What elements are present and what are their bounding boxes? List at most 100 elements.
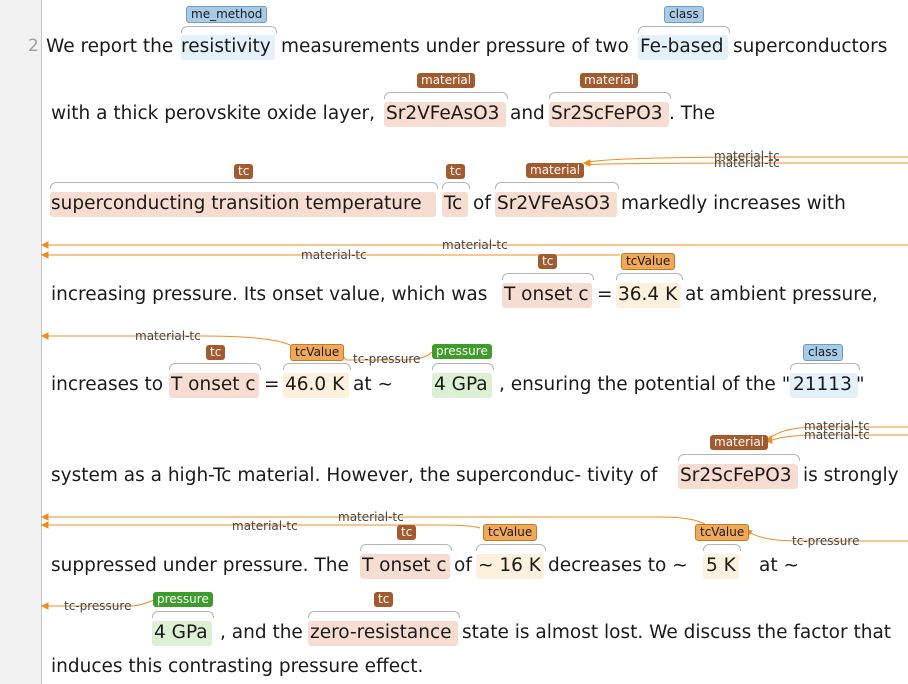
relation-label: material-tc xyxy=(804,428,870,442)
relation-label: material-tc xyxy=(232,519,298,533)
span-highlight xyxy=(502,283,592,308)
entity-label-tc[interactable]: tc xyxy=(538,254,558,269)
entity-label-tc[interactable]: tc xyxy=(374,592,394,607)
text-token: superconductors xyxy=(733,36,888,57)
span-highlight xyxy=(152,621,212,646)
text-token: with a thick perovskite oxide layer, xyxy=(51,103,375,124)
entity-label-class[interactable]: class xyxy=(664,6,704,23)
entity-span[interactable]: ∼ 16 K xyxy=(478,555,541,576)
entity-span[interactable]: zero-resistance xyxy=(310,622,452,643)
span-brace xyxy=(502,273,594,280)
relation-label: material-tc xyxy=(135,329,201,343)
span-highlight xyxy=(678,464,798,489)
span-brace xyxy=(790,363,860,370)
span-highlight xyxy=(442,192,468,217)
entity-span[interactable]: 4 GPa xyxy=(434,374,488,395)
span-highlight xyxy=(495,192,617,217)
entity-span[interactable]: superconducting transition temperature xyxy=(51,193,422,214)
text-token: at ∼ xyxy=(759,555,799,576)
entity-span[interactable]: 46.0 K xyxy=(285,374,345,395)
span-highlight xyxy=(308,621,458,646)
text-token: state is almost lost. We discuss the fac… xyxy=(462,622,892,643)
entity-span[interactable]: Sr2ScFePO3 xyxy=(551,103,663,124)
span-brace xyxy=(283,363,351,370)
span-brace xyxy=(432,363,494,370)
text-token: system as a high-Tc material. However, t… xyxy=(51,465,658,486)
entity-label-tcvalue[interactable]: tcValue xyxy=(621,253,676,270)
text-token: of xyxy=(473,193,491,214)
text-token: decreases to ∼ xyxy=(548,555,688,576)
relation-label: material-tc xyxy=(338,510,404,524)
span-brace xyxy=(169,363,261,370)
text-token: markedly increases with xyxy=(621,193,846,214)
entity-label-material[interactable]: material xyxy=(417,73,476,88)
span-brace xyxy=(678,454,800,461)
line-number-gutter: 2 xyxy=(0,0,42,684)
entity-span[interactable]: Sr2VFeAsO3 xyxy=(497,193,611,214)
span-highlight xyxy=(50,192,436,217)
entity-span[interactable]: T onset c xyxy=(362,555,447,576)
text-token: = xyxy=(597,284,613,305)
relation-arc[interactable] xyxy=(40,599,155,610)
text-token: increases to xyxy=(51,374,164,395)
entity-span[interactable]: 21113 xyxy=(793,374,852,395)
entity-label-class[interactable]: class xyxy=(803,344,843,361)
entity-label-material[interactable]: material xyxy=(526,163,585,178)
entity-label-pressure[interactable]: pressure xyxy=(153,592,213,607)
text-token: measurements under pressure of two xyxy=(281,36,629,57)
span-brace xyxy=(360,544,452,551)
entity-label-tc[interactable]: tc xyxy=(206,345,226,360)
entity-span[interactable]: Fe-based xyxy=(640,36,724,57)
entity-span[interactable]: 36.4 K xyxy=(618,284,678,305)
span-highlight xyxy=(790,373,858,398)
entity-span[interactable]: T onset c xyxy=(171,374,256,395)
entity-span[interactable]: Sr2VFeAsO3 xyxy=(386,103,500,124)
span-highlight xyxy=(283,373,349,398)
entity-label-tcvalue[interactable]: tcValue xyxy=(290,344,345,361)
entity-label-pressure[interactable]: pressure xyxy=(432,344,492,359)
entity-span[interactable]: 5 K xyxy=(706,555,736,576)
text-token: suppressed under pressure. The xyxy=(51,555,349,576)
relation-arc[interactable] xyxy=(40,513,908,542)
span-brace xyxy=(181,26,277,33)
span-brace xyxy=(308,611,460,618)
span-brace xyxy=(495,182,619,189)
entity-label-material[interactable]: material xyxy=(710,435,769,450)
entity-span[interactable]: T onset c xyxy=(504,284,589,305)
span-brace xyxy=(50,182,438,189)
entity-span[interactable]: resistivity xyxy=(181,36,271,57)
relation-label: material-tc xyxy=(301,248,367,262)
span-highlight xyxy=(432,373,492,398)
text-token: = xyxy=(264,374,280,395)
entity-label-material[interactable]: material xyxy=(580,73,639,88)
span-highlight xyxy=(616,283,681,308)
entity-span[interactable]: Tc xyxy=(444,193,463,214)
text-token: We report the xyxy=(46,36,174,57)
span-brace xyxy=(476,544,546,551)
entity-span[interactable]: Sr2ScFePO3 xyxy=(680,465,792,486)
text-token: of xyxy=(454,555,472,576)
relation-label: tc-pressure xyxy=(64,599,131,613)
text-token: induces this contrasting pressure effect… xyxy=(51,656,424,677)
entity-span[interactable]: 4 GPa xyxy=(154,622,208,643)
relation-arc[interactable] xyxy=(40,241,908,259)
text-token: at ambient pressure, xyxy=(685,284,878,305)
text-token: , ensuring the potential of the " xyxy=(499,374,791,395)
entity-label-tcvalue[interactable]: tcValue xyxy=(483,524,538,541)
text-token: , and the xyxy=(220,622,303,643)
relation-arc[interactable] xyxy=(582,156,908,167)
span-highlight xyxy=(181,35,275,60)
text-token: " xyxy=(856,374,865,395)
entity-label-tcvalue[interactable]: tcValue xyxy=(695,524,750,541)
entity-label-tc[interactable]: tc xyxy=(446,164,466,179)
span-highlight xyxy=(549,102,669,127)
text-token: . The xyxy=(669,103,716,124)
line-number: 2 xyxy=(28,36,39,56)
entity-label-tc[interactable]: tc xyxy=(397,525,417,540)
entity-label-me-method[interactable]: me_method xyxy=(186,6,268,23)
span-brace xyxy=(616,273,683,280)
span-brace xyxy=(703,544,741,551)
span-brace xyxy=(549,92,671,99)
entity-label-tc[interactable]: tc xyxy=(234,164,254,179)
span-highlight xyxy=(703,554,739,579)
